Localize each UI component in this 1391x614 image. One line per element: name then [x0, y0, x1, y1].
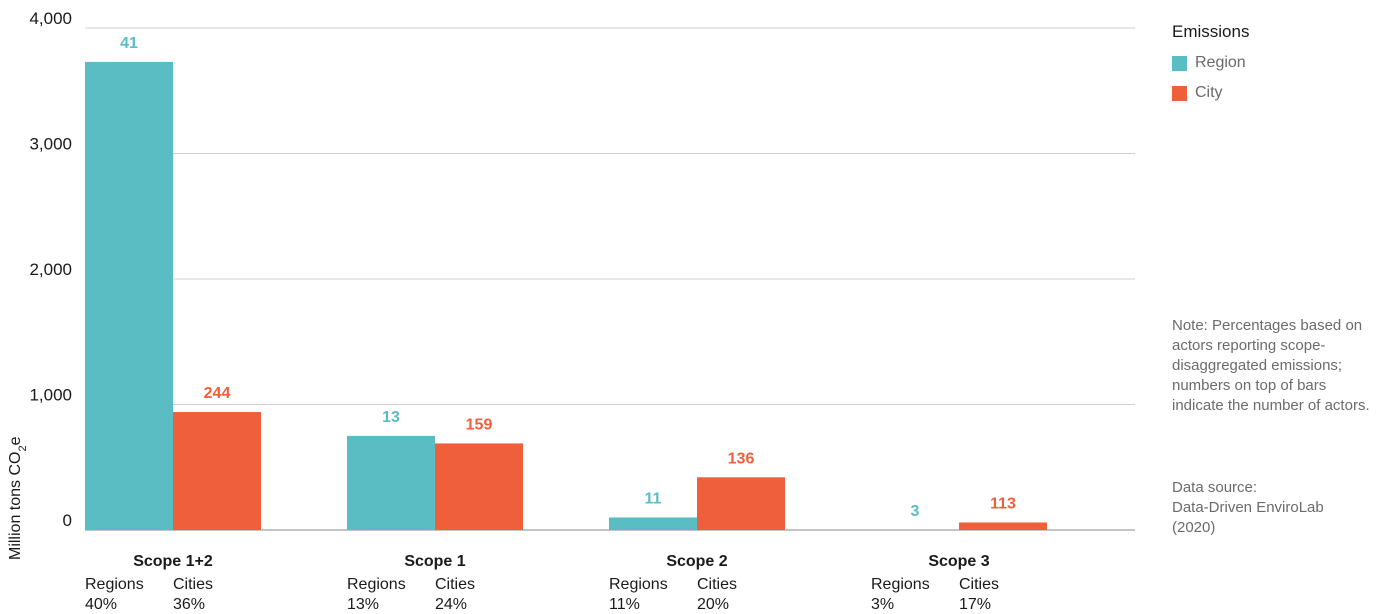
data-label-bg — [981, 492, 1025, 515]
regions-percent: 13% — [347, 596, 379, 613]
data-label-bg — [374, 405, 408, 428]
legend-title: Emissions — [1172, 22, 1250, 41]
regions-percent: 40% — [85, 596, 117, 613]
region-count-label: 3 — [911, 503, 920, 520]
city-swatch — [1172, 85, 1187, 101]
regions-label: Regions — [871, 576, 930, 593]
cities-label: Cities — [173, 576, 213, 593]
y-tick-label: 3,000 — [29, 135, 72, 154]
city-bar — [435, 443, 523, 530]
y-axis-ticks: 0 1,000 2,000 3,000 4,000 — [29, 9, 72, 530]
source-line-2: Data-Driven EnviroLab — [1172, 499, 1324, 516]
legend-item-region: Region — [1172, 54, 1249, 72]
region-count-label: 13 — [382, 409, 400, 426]
regions-label: Regions — [85, 576, 144, 593]
region-count-label: 41 — [120, 35, 138, 52]
category-label: Scope 3 — [928, 553, 989, 570]
legend-label-city: City — [1195, 84, 1223, 101]
region-bar — [609, 517, 697, 530]
city-bar — [697, 477, 785, 530]
cities-label: Cities — [697, 576, 737, 593]
region-bar — [85, 61, 173, 530]
data-label-bg — [903, 500, 927, 522]
region-count-label: 11 — [645, 490, 662, 507]
legend: Emissions Region City — [1172, 22, 1249, 114]
city-count-label: 244 — [204, 385, 231, 402]
regions-percent: 3% — [871, 596, 894, 613]
data-label-bg — [112, 31, 146, 54]
cities-label: Cities — [435, 576, 475, 593]
category-label: Scope 1+2 — [133, 553, 213, 570]
cities-percent: 20% — [697, 596, 729, 613]
region-swatch — [1172, 55, 1187, 71]
source-line-3: (2020) — [1172, 519, 1216, 536]
legend-item-city: City — [1172, 84, 1249, 102]
cities-percent: 36% — [173, 596, 205, 613]
y-tick-label: 4,000 — [29, 9, 72, 28]
cities-percent: 24% — [435, 596, 467, 613]
data-label-bg — [457, 413, 501, 436]
regions-label: Regions — [347, 576, 406, 593]
y-tick-label: 0 — [63, 511, 72, 530]
bar-chart: 0 1,000 2,000 3,000 4,000 41 244 13 159 11 136 3 11… — [7, 9, 1135, 613]
data-labels: 41 244 13 159 11 136 3 113 — [112, 31, 1025, 522]
data-source: Data source: Data-Driven EnviroLab (2020… — [1172, 478, 1372, 538]
city-count-label: 136 — [728, 450, 755, 467]
x-axis-categories: Scope 1+2 Regions Cities 40% 36% Scope 1 Regio… — [85, 553, 999, 613]
city-bar — [959, 522, 1047, 530]
cities-label: Cities — [959, 576, 999, 593]
regions-percent: 11% — [609, 596, 640, 613]
city-count-label: 159 — [466, 416, 493, 433]
legend-label-region: Region — [1195, 54, 1246, 71]
y-axis-label: Million tons CO2e — [7, 436, 29, 560]
region-bar — [347, 435, 435, 530]
y-tick-label: 1,000 — [29, 386, 72, 405]
city-bar — [173, 412, 261, 530]
category-label: Scope 1 — [404, 553, 465, 570]
data-label-bg — [719, 447, 763, 470]
regions-label: Regions — [609, 576, 668, 593]
y-tick-label: 2,000 — [29, 260, 72, 279]
chart-note: Note: Percentages based on actors report… — [1172, 317, 1370, 414]
cities-percent: 17% — [959, 596, 991, 613]
category-label: Scope 2 — [666, 553, 727, 570]
city-count-label: 113 — [990, 495, 1016, 512]
source-line-1: Data source: — [1172, 479, 1258, 496]
data-label-bg — [636, 487, 670, 510]
bars — [85, 61, 1047, 530]
data-label-bg — [195, 382, 239, 405]
